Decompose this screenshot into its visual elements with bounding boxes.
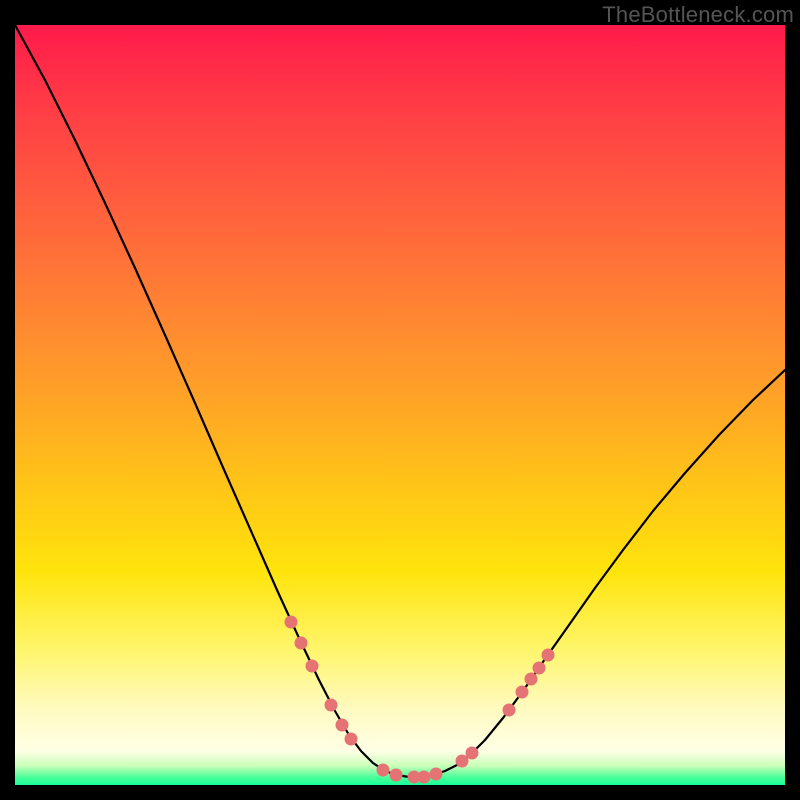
data-marker	[390, 769, 403, 782]
data-marker	[418, 771, 431, 784]
data-marker	[516, 686, 529, 699]
data-marker	[430, 768, 443, 781]
data-marker	[295, 637, 308, 650]
chart-stage: TheBottleneck.com	[0, 0, 800, 800]
data-marker	[542, 649, 555, 662]
plot-svg	[15, 25, 785, 785]
data-marker	[533, 662, 546, 675]
data-marker	[285, 616, 298, 629]
data-marker	[503, 704, 516, 717]
data-marker	[325, 699, 338, 712]
data-marker	[306, 660, 319, 673]
data-marker	[336, 719, 349, 732]
data-marker	[377, 764, 390, 777]
data-marker	[466, 747, 479, 760]
data-marker	[345, 733, 358, 746]
gradient-background	[15, 25, 785, 785]
plot-area	[15, 25, 785, 785]
data-marker	[525, 673, 538, 686]
